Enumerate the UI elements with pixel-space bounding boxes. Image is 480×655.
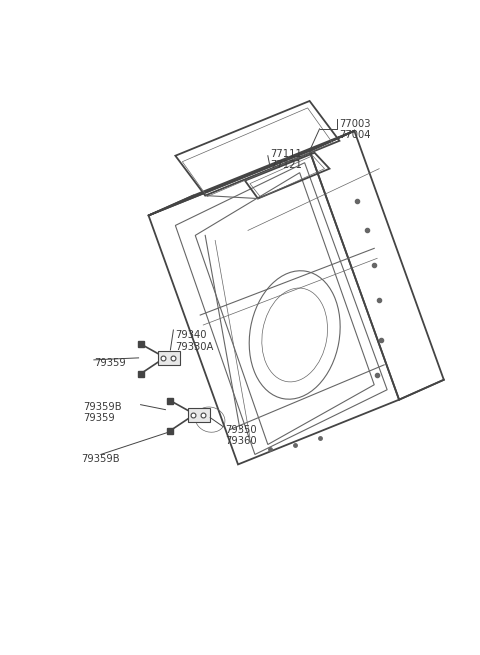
Polygon shape: [188, 407, 210, 422]
Text: 79359B
79359: 79359B 79359: [83, 402, 121, 423]
Text: 77003
77004: 77003 77004: [339, 119, 371, 140]
Text: 79359: 79359: [94, 358, 126, 368]
Text: 77111
77121: 77111 77121: [270, 149, 302, 170]
Text: 79350
79360: 79350 79360: [225, 424, 257, 446]
Polygon shape: [158, 351, 180, 365]
Text: 79340
79330A: 79340 79330A: [175, 330, 214, 352]
Text: 79359B: 79359B: [81, 455, 120, 464]
